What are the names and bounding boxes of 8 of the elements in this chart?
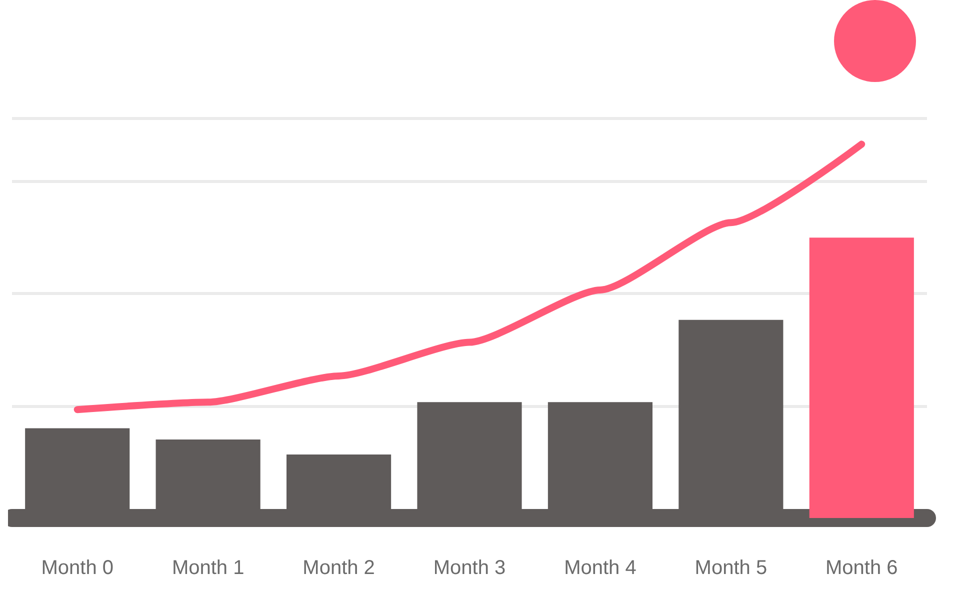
- x-tick-label: Month 6: [826, 557, 898, 579]
- x-tick-label: Month 1: [172, 557, 244, 579]
- x-tick-label: Month 3: [433, 557, 506, 579]
- x-tick-label: Month 4: [564, 557, 636, 579]
- x-tick-label: Month 5: [694, 557, 768, 579]
- bar: [809, 238, 914, 518]
- x-tick-label: Month 0: [41, 557, 114, 579]
- x-tick-label: Month 2: [302, 557, 375, 579]
